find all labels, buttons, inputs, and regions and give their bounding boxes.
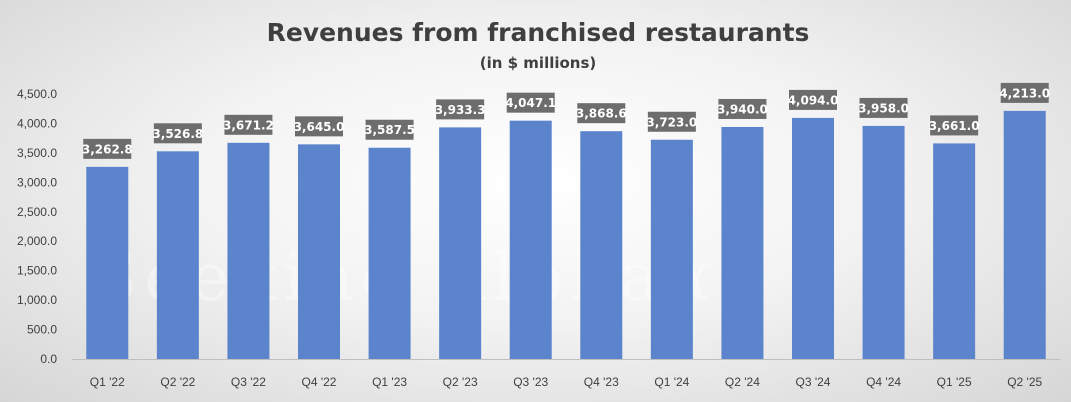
data-label-box [1000, 82, 1049, 103]
x-tick-label: Q4 '22 [302, 375, 337, 389]
x-tick-label: Q2 '25 [1007, 375, 1042, 389]
x-tick-label: Q2 '24 [725, 375, 760, 389]
data-label: 3,526.8 [152, 127, 203, 141]
y-tick-label: 1,000.0 [17, 293, 57, 307]
x-tick-label: Q3 '23 [513, 375, 548, 389]
chart-title: Revenues from franchised restaurants [267, 18, 810, 47]
bar [1003, 110, 1046, 359]
data-label: 4,094.0 [788, 93, 839, 107]
data-label-box [224, 114, 273, 135]
data-label: 3,933.3 [435, 103, 486, 117]
data-label: 3,262.8 [82, 142, 133, 156]
x-tick-label: Q1 '24 [654, 375, 689, 389]
chart-subtitle: (in $ millions) [480, 54, 597, 72]
y-axis: 0.0 500.0 1,000.0 1,500.0 2,000.0 2,500.0 3,00… [17, 87, 57, 366]
bar [580, 131, 623, 359]
x-tick-label: Q4 '23 [584, 375, 619, 389]
data-label: 4,213.0 [999, 86, 1050, 100]
data-labels: 3,262.8 3,526.8 3,671.2 3,645.0 3,587.5 3,933… [82, 82, 1050, 159]
y-tick-label: 3,000.0 [17, 175, 57, 189]
data-label: 3,661.0 [929, 119, 980, 133]
bar [862, 125, 905, 359]
x-tick-label: Q3 '24 [796, 375, 831, 389]
data-label: 3,868.6 [576, 107, 627, 121]
data-label-box [506, 92, 555, 113]
bar [792, 117, 834, 359]
bar [509, 120, 552, 359]
y-tick-label: 4,000.0 [17, 116, 57, 130]
y-tick-label: 2,000.0 [17, 234, 57, 248]
data-label-box [365, 119, 414, 140]
y-tick-label: 1,500.0 [17, 264, 57, 278]
bar [439, 127, 482, 359]
data-label: 3,940.0 [717, 102, 768, 116]
bar [721, 126, 764, 359]
data-label-box [718, 98, 767, 119]
data-label-box [789, 89, 837, 110]
y-tick-label: 0.0 [40, 352, 57, 366]
data-label: 3,645.0 [294, 120, 345, 134]
data-label: 3,958.0 [858, 101, 909, 115]
y-tick-label: 4,500.0 [17, 87, 57, 101]
bar [86, 166, 129, 359]
data-label-box [295, 116, 343, 137]
data-label: 3,587.5 [364, 123, 415, 137]
y-tick-label: 3,500.0 [17, 146, 57, 160]
bar [298, 144, 340, 359]
data-label-box [83, 138, 132, 159]
bar [368, 147, 411, 359]
x-tick-label: Q1 '23 [372, 375, 407, 389]
bars [86, 110, 1046, 359]
data-label: 3,671.2 [223, 118, 274, 132]
x-tick-label: Q2 '22 [160, 375, 195, 389]
x-tick-label: Q1 '25 [937, 375, 972, 389]
data-label-box [859, 97, 908, 118]
bar [156, 151, 199, 359]
bar [650, 139, 693, 359]
data-label-box [647, 111, 696, 132]
y-tick-label: 2,500.0 [17, 205, 57, 219]
data-label: 4,047.1 [505, 96, 556, 110]
data-label-box [930, 115, 979, 136]
y-tick-label: 500.0 [27, 323, 57, 337]
x-tick-label: Q2 '23 [443, 375, 478, 389]
bar [227, 142, 270, 359]
data-label: 3,723.0 [646, 115, 697, 129]
x-tick-label: Q3 '22 [231, 375, 266, 389]
data-label-box [577, 103, 626, 124]
data-label-box [153, 123, 202, 144]
x-tick-label: Q1 '22 [90, 375, 125, 389]
data-label-box [436, 99, 485, 120]
bar [933, 143, 976, 359]
x-axis: Q1 '22 Q2 '22 Q3 '22 Q4 '22 Q1 '23 Q2 '23 Q3 '… [72, 359, 1060, 389]
x-tick-label: Q4 '24 [866, 375, 901, 389]
